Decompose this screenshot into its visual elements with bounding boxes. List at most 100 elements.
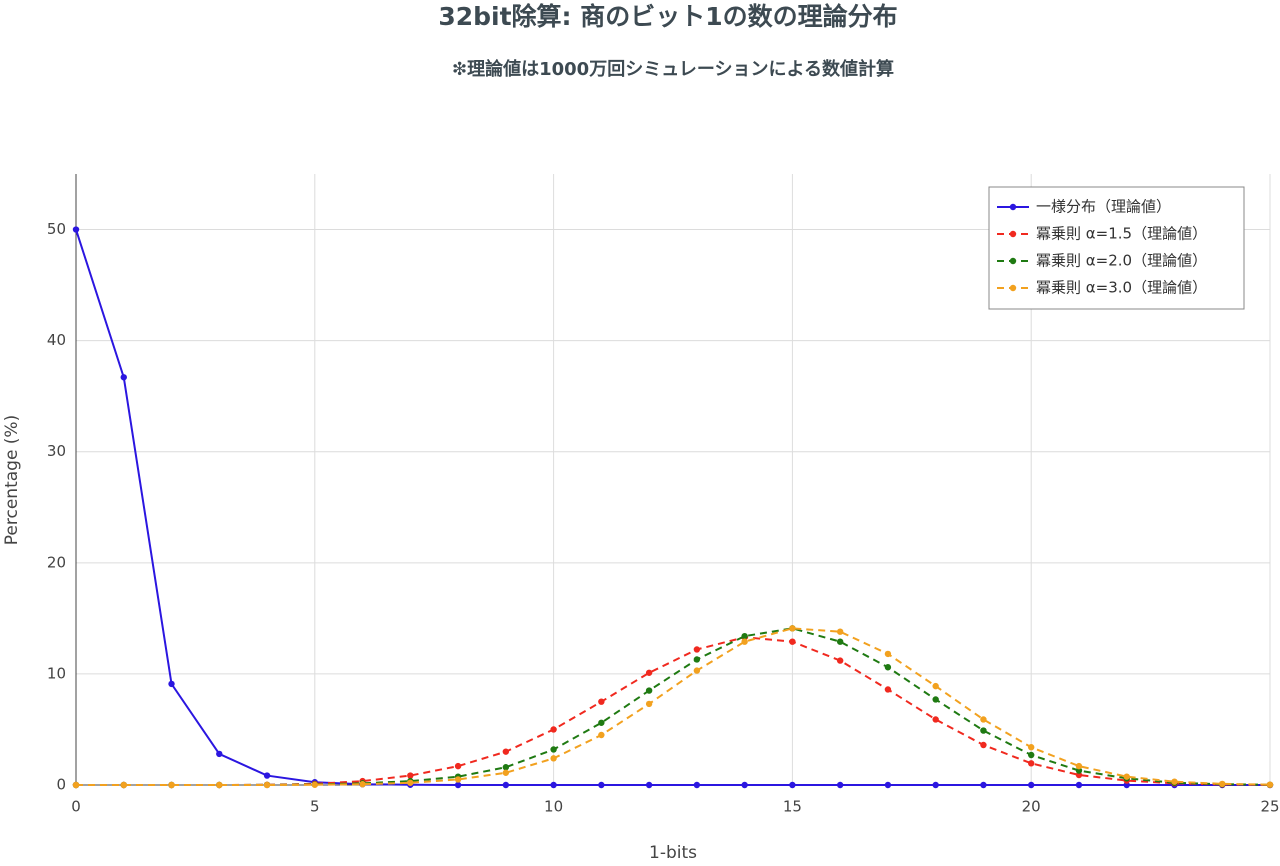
data-point (407, 779, 414, 786)
data-point (693, 781, 701, 789)
series-line (75, 229, 1270, 786)
data-point (980, 741, 987, 749)
data-point (168, 781, 175, 789)
legend-label: 冪乗則 α=1.5（理論値） (1036, 225, 1207, 243)
data-point (311, 781, 318, 788)
y-tick-label: 20 (47, 553, 66, 571)
data-point (884, 781, 892, 789)
x-axis-label: 1-bits (649, 843, 697, 862)
x-tick-label: 20 (1022, 798, 1041, 816)
data-point (550, 781, 557, 789)
data-point (454, 776, 462, 783)
data-point (884, 650, 892, 658)
series-line (76, 627, 1271, 786)
data-point (932, 682, 939, 690)
x-tick-label: 10 (544, 798, 563, 816)
data-point (502, 764, 510, 771)
series-line (76, 636, 1271, 786)
data-point (932, 716, 939, 723)
data-point (454, 762, 462, 770)
y-tick-label: 40 (47, 331, 66, 349)
data-point (789, 781, 796, 789)
data-point (550, 746, 557, 753)
data-point (789, 625, 796, 632)
x-tick-label: 25 (1260, 798, 1279, 816)
y-tick-label: 0 (56, 776, 66, 794)
legend-label: 一様分布（理論値） (1036, 198, 1171, 216)
data-point (645, 687, 653, 694)
chart-title: 32bit除算: 商のビット1の数の理論分布 (438, 2, 897, 31)
data-point (1028, 781, 1035, 789)
data-point (741, 632, 748, 640)
data-point (598, 781, 605, 789)
data-point (550, 726, 557, 733)
data-point (1171, 778, 1178, 785)
data-point (1075, 771, 1083, 779)
legend-label: 冪乗則 α=3.0（理論値） (1036, 279, 1207, 297)
y-tick-label: 10 (47, 664, 66, 682)
data-point (216, 750, 223, 758)
data-point (836, 657, 844, 664)
data-point (836, 781, 844, 789)
data-point (598, 719, 605, 726)
data-point (1028, 744, 1035, 751)
data-point (645, 700, 653, 708)
chart-subtitle: ❇理論値は1000万回シミュレーションによる数値計算 (452, 58, 894, 80)
data-point (263, 772, 271, 779)
x-tick-label: 15 (783, 798, 802, 816)
data-point (693, 646, 701, 653)
data-point (693, 656, 701, 663)
data-point (1219, 780, 1226, 788)
data-point (1075, 767, 1083, 774)
data-point (72, 226, 80, 233)
data-point (1075, 781, 1083, 789)
data-point (836, 638, 844, 645)
y-tick-label: 30 (47, 442, 66, 460)
x-tick-label: 0 (71, 798, 81, 816)
data-point (263, 781, 271, 789)
y-tick-label: 50 (47, 220, 66, 238)
data-point (72, 781, 80, 789)
data-point (502, 769, 510, 776)
data-point (645, 781, 653, 789)
x-tick-label: 5 (310, 798, 320, 816)
data-point (980, 716, 987, 723)
data-point (1123, 773, 1130, 780)
data-point (120, 781, 127, 789)
data-point (1028, 751, 1035, 759)
data-point (980, 781, 987, 789)
data-point (693, 667, 701, 674)
data-point (598, 698, 605, 705)
data-point (502, 748, 510, 755)
legend-marker (1009, 284, 1017, 292)
data-point (645, 669, 653, 676)
legend-marker (1009, 203, 1017, 211)
data-point (502, 781, 510, 789)
data-point (884, 686, 892, 693)
data-point (932, 696, 939, 703)
data-point (836, 628, 844, 635)
data-point (216, 781, 223, 789)
data-point (598, 731, 605, 739)
data-point (741, 638, 748, 645)
data-point (168, 680, 175, 688)
legend-marker (1009, 230, 1017, 238)
data-point (454, 781, 462, 789)
data-point (1266, 781, 1274, 788)
legend-marker (1009, 257, 1017, 265)
legend-box (988, 186, 1245, 310)
data-point (120, 374, 127, 381)
series-line (76, 627, 1271, 786)
data-point (1075, 762, 1083, 770)
data-point (407, 772, 414, 779)
data-point (359, 781, 366, 788)
data-point (932, 781, 939, 789)
data-point (980, 727, 987, 734)
data-point (884, 664, 892, 671)
y-axis-label: Percentage (%) (2, 415, 22, 545)
data-point (741, 781, 748, 789)
data-point (550, 755, 557, 762)
data-point (789, 638, 796, 645)
legend-label: 冪乗則 α=2.0（理論値） (1036, 252, 1207, 270)
